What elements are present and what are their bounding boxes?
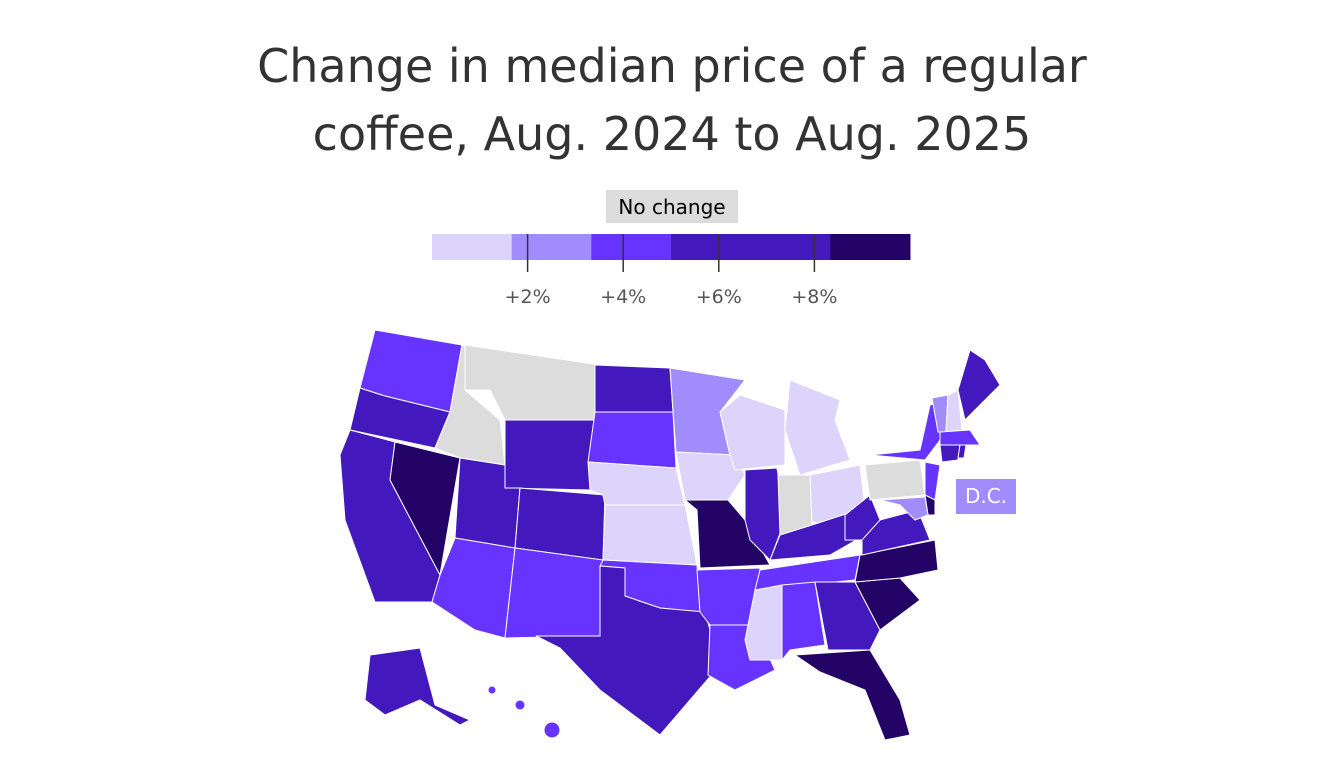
- state: [514, 487, 606, 561]
- legend-swatch: [750, 234, 831, 260]
- legend-swatch: [591, 234, 672, 260]
- map: [339, 329, 1001, 741]
- state: [543, 721, 561, 739]
- state: [594, 364, 674, 413]
- tick-label: +8%: [791, 286, 837, 308]
- state: [587, 411, 677, 469]
- state: [924, 461, 941, 501]
- state: [675, 451, 746, 501]
- no-change-label: No change: [618, 195, 725, 219]
- legend-swatch: [671, 234, 752, 260]
- state: [504, 547, 604, 639]
- dc-box: [956, 479, 1016, 514]
- state: [535, 565, 721, 736]
- tick-label: +2%: [505, 286, 551, 308]
- legend-swatch: [511, 234, 592, 260]
- state: [719, 394, 786, 471]
- state: [364, 647, 472, 726]
- state: [784, 379, 851, 476]
- state: [957, 444, 967, 459]
- state: [939, 444, 961, 463]
- state: [744, 584, 783, 661]
- state: [514, 699, 526, 711]
- state: [793, 649, 911, 741]
- legend-swatch: [830, 234, 911, 260]
- state: [683, 499, 771, 569]
- state: [864, 459, 926, 501]
- legend-swatch: [432, 234, 513, 260]
- tick-label: +4%: [600, 286, 646, 308]
- state: [487, 685, 497, 695]
- state: [777, 474, 813, 536]
- dc-label: D.C.: [965, 484, 1007, 508]
- no-change-box: [606, 190, 738, 223]
- state: [945, 389, 963, 433]
- state: [602, 504, 698, 566]
- legend: No change +2% +4% +6% +8%: [432, 190, 911, 308]
- state: [781, 581, 826, 662]
- state: [504, 419, 596, 491]
- state: [939, 429, 981, 446]
- title-line: coffee, Aug. 2024 to Aug. 2025: [313, 107, 1032, 161]
- state: [431, 537, 516, 639]
- state: [879, 496, 929, 521]
- state: [957, 349, 1001, 421]
- state: [844, 494, 881, 541]
- tick-label: +6%: [696, 286, 742, 308]
- title-line: Change in median price of a regular: [257, 39, 1087, 93]
- state: [854, 539, 939, 583]
